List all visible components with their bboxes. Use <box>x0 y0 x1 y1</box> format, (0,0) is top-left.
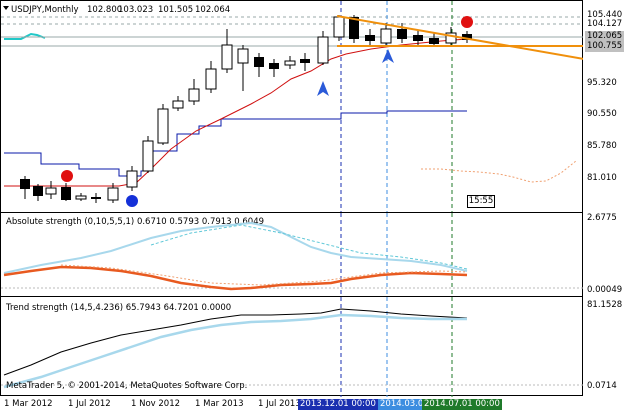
price-scale-label: 95.320 <box>587 78 617 88</box>
time-axis-label: 1 Mar 2012 <box>4 399 53 409</box>
absolute-strength-svg[interactable]: Absolute strength (0,10,5,5,1) 0.6710 0.… <box>1 213 584 298</box>
signal-dot-red-1[interactable] <box>61 170 73 182</box>
ma-blue-line <box>4 110 467 177</box>
level-price-tag: 100.755 <box>585 41 625 52</box>
abs-orange-line <box>3 265 468 291</box>
signal-dot-blue[interactable] <box>126 195 138 207</box>
clock-label: 15:55 <box>467 195 495 208</box>
time-tag-2014-07[interactable]: 2014.07.01 00:00 <box>422 399 502 410</box>
buy-arrow-1 <box>317 81 329 96</box>
time-tag-2014-03[interactable]: 2014.03.01 00:00 <box>378 399 426 410</box>
abs-indicator-title: Absolute strength (0,10,5,5,1) 0.6710 0.… <box>6 217 264 227</box>
abs-scale[interactable]: 2.6775 0.00049 <box>583 212 634 297</box>
time-axis-label: 1 Nov 2012 <box>131 399 181 409</box>
trendline-down[interactable] <box>336 15 585 60</box>
bar-high: 103.023 <box>118 5 153 15</box>
candles[interactable] <box>20 15 472 203</box>
price-chart-svg[interactable]: USDJPY,Monthly 102.800 103.023 101.505 1… <box>1 1 585 214</box>
cyan-band-line <box>4 32 46 40</box>
trend-strength-svg[interactable]: Trend strength (14,5,4.236) 65.7943 64.7… <box>1 297 584 397</box>
bar-close: 102.064 <box>195 5 230 15</box>
bar-low: 101.505 <box>158 5 193 15</box>
trend-black-line <box>3 308 468 376</box>
trend-indicator-title: Trend strength (14,5,4.236) 65.7943 64.7… <box>5 303 231 313</box>
time-axis-label: 1 Jul 2013 <box>258 399 301 409</box>
copyright-text: MetaTrader 5, © 2001-2014, MetaQuotes So… <box>6 381 247 391</box>
price-scale-label: 85.780 <box>587 141 617 151</box>
symbol-dropdown-icon <box>3 6 9 10</box>
abs-scale-min: 0.00049 <box>587 285 623 295</box>
price-scale-label: 81.010 <box>587 173 617 183</box>
price-scale-label: 105.440 <box>587 10 623 20</box>
trend-scale[interactable]: 81.1528 0.0714 <box>583 296 634 396</box>
current-price-tag: 102.065 <box>585 31 625 42</box>
symbol-label: USDJPY,Monthly <box>11 5 79 15</box>
time-tag-2013-12[interactable]: 2013.12.01 00:00 <box>298 399 378 410</box>
price-scale-label: 90.550 <box>587 109 617 119</box>
abs-dashed-line <box>150 224 468 270</box>
forecast-dashed-line <box>421 160 577 183</box>
time-axis[interactable]: 1 Mar 2012 1 Jul 2012 1 Nov 2012 1 Mar 2… <box>0 396 634 413</box>
trend-scale-max: 81.1528 <box>587 300 623 310</box>
bar-open: 102.800 <box>87 5 122 15</box>
trend-light-line <box>3 313 467 389</box>
absolute-strength-pane[interactable]: Absolute strength (0,10,5,5,1) 0.6710 0.… <box>0 212 584 298</box>
price-scale-label: 104.127 <box>587 19 623 29</box>
time-axis-label: 1 Jul 2012 <box>68 399 111 409</box>
price-pane[interactable]: USDJPY,Monthly 102.800 103.023 101.505 1… <box>0 0 585 214</box>
buy-arrow-2 <box>382 49 394 63</box>
abs-orange-dashed <box>60 264 468 286</box>
trend-strength-pane[interactable]: Trend strength (14,5,4.236) 65.7943 64.7… <box>0 296 584 397</box>
abs-scale-max: 2.6775 <box>587 213 617 223</box>
time-axis-label: 1 Mar 2013 <box>195 399 244 409</box>
trend-scale-min: 0.0714 <box>587 381 617 391</box>
price-scale[interactable]: 105.440 104.127 102.065 100.755 95.320 9… <box>583 0 634 213</box>
abs-light-line <box>3 221 468 274</box>
signal-dot-red-2[interactable] <box>461 16 473 28</box>
